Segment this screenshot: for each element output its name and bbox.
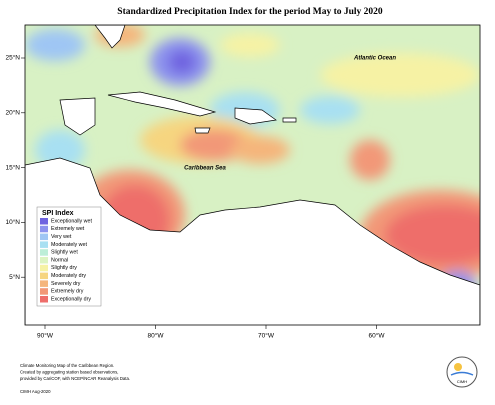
legend-swatch (40, 241, 48, 248)
lon-label: 70°W (258, 332, 275, 340)
lat-label: 20°N (5, 109, 20, 117)
lat-label: 10°N (5, 218, 20, 226)
legend-swatch (40, 225, 48, 233)
lon-labels: 90°W 80°W 70°W 60°W (37, 325, 385, 340)
legend-label: Moderately dry (51, 273, 86, 279)
footer-line: CIMH Aug-2020 (20, 389, 51, 394)
place-label: Caribbean Sea (184, 166, 226, 172)
lon-label: 60°W (369, 332, 386, 340)
legend-swatch (40, 296, 48, 303)
lon-label: 90°W (37, 332, 54, 340)
legend-label: Extremely dry (51, 289, 84, 295)
legend-swatch (40, 288, 48, 295)
legend-swatch (40, 280, 48, 287)
legend-label: Exceptionally wet (51, 218, 92, 224)
footer-line: Climate Monitoring Map of the Caribbean … (20, 363, 114, 368)
legend-label: Extremely wet (51, 226, 85, 232)
lon-label: 80°W (148, 332, 165, 340)
lat-label: 25°N (5, 54, 20, 62)
land (25, 25, 480, 325)
lat-label: 5°N (9, 273, 20, 281)
legend-label: Moderately wet (51, 242, 87, 248)
legend-label: Very wet (51, 234, 72, 240)
legend-title: SPI Index (42, 210, 74, 217)
legend-label: Normal (51, 257, 68, 263)
legend-swatch (40, 272, 48, 280)
map-frame (24, 24, 481, 326)
footer-line: provided by CariCOF, with NCEP/NCAR Rean… (20, 376, 130, 381)
legend-swatch (40, 257, 48, 264)
legend-swatch (40, 264, 48, 272)
footer: Climate Monitoring Map of the Caribbean … (20, 363, 130, 394)
footer-line: Created by aggregating station based obs… (20, 370, 118, 375)
legend-label: Exceptionally dry (51, 296, 91, 302)
legend-swatch (40, 233, 48, 241)
legend-swatch (40, 218, 48, 225)
logo-text: CIMH (457, 379, 467, 384)
map-title: Standardized Precipitation Index for the… (117, 7, 383, 17)
map-area (25, 25, 480, 325)
logo-sun (454, 363, 462, 371)
legend-label: Severely dry (51, 281, 81, 287)
legend-swatch (40, 249, 48, 256)
legend-label: Slightly dry (51, 265, 77, 271)
lat-label: 15°N (5, 163, 20, 171)
legend: SPI Index Exceptionally wet Extremely wet… (36, 206, 102, 307)
lat-labels: 25°N 20°N 15°N 10°N 5°N (5, 54, 25, 281)
place-label: Atlantic Ocean (353, 56, 396, 62)
logo-wave (450, 371, 474, 376)
legend-label: Slightly wet (51, 250, 78, 256)
